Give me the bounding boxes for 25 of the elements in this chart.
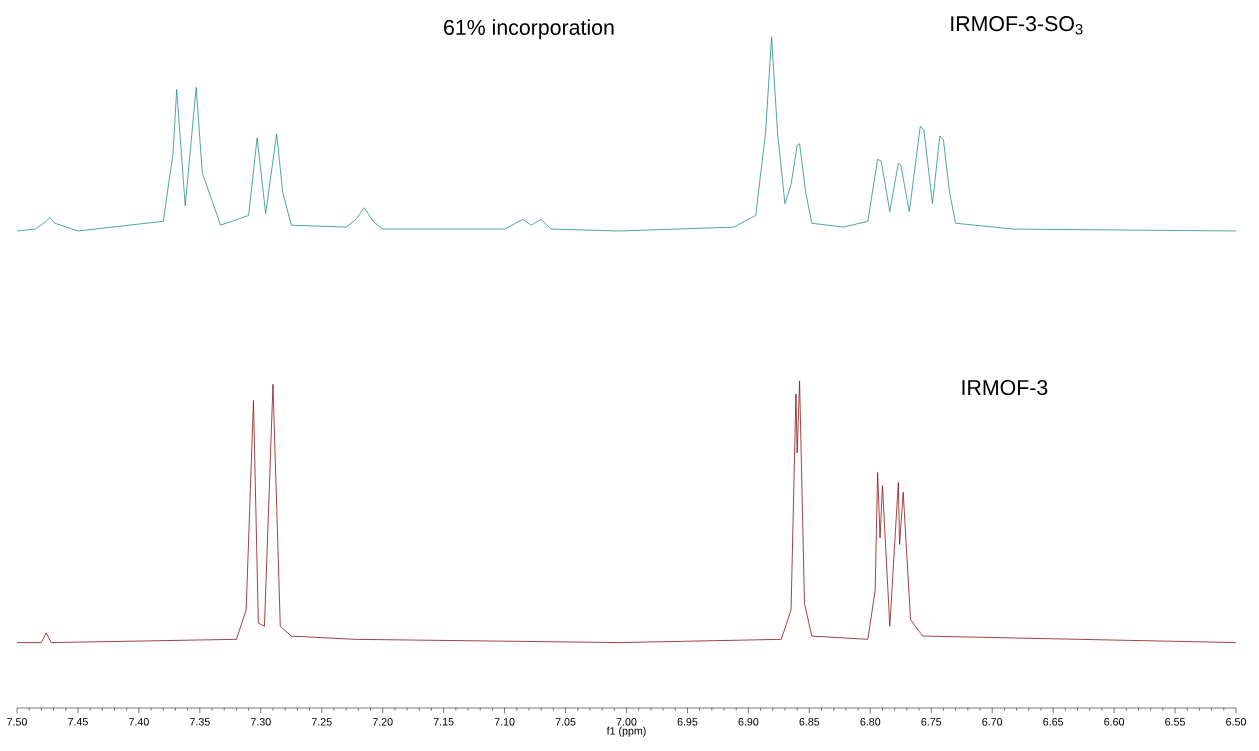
x-tick-label: 7.25 — [311, 718, 332, 726]
x-tick-label: 6.60 — [1104, 718, 1125, 726]
x-tick-label: 7.15 — [433, 718, 454, 726]
x-tick-label: 6.55 — [1165, 718, 1185, 726]
x-tick-label: 7.05 — [555, 718, 576, 726]
text: IRMOF-3 — [962, 379, 1048, 396]
x-tick-label: 6.80 — [860, 718, 881, 726]
x-tick-label: 7.45 — [68, 718, 88, 726]
x-tick-label: 7.50 — [7, 718, 27, 726]
text: IRMOF-3-SO$_{3}$ — [951, 16, 1083, 35]
x-tick-label: 6.95 — [677, 718, 698, 726]
x-tick-label: 7.30 — [250, 718, 271, 726]
x-tick-label: 7.10 — [494, 718, 515, 726]
annotation: 61% incorporation — [444, 19, 614, 40]
x-tick-label: 6.75 — [921, 718, 942, 726]
x-tick-label: 7.00 — [616, 718, 637, 726]
x-axis-title: f1 (ppm) — [606, 726, 646, 737]
x-tick-label: 6.50 — [1226, 718, 1246, 726]
x-tick-label: 6.65 — [1043, 718, 1064, 726]
x-tick-label: 7.40 — [129, 718, 149, 726]
x-tick-label: 6.85 — [799, 718, 820, 726]
x-tick-label: 7.35 — [190, 718, 210, 726]
x-tick-label: 6.90 — [738, 718, 759, 726]
x-tick-label: 7.20 — [372, 718, 393, 726]
x-tick-label: 6.70 — [982, 718, 1003, 726]
